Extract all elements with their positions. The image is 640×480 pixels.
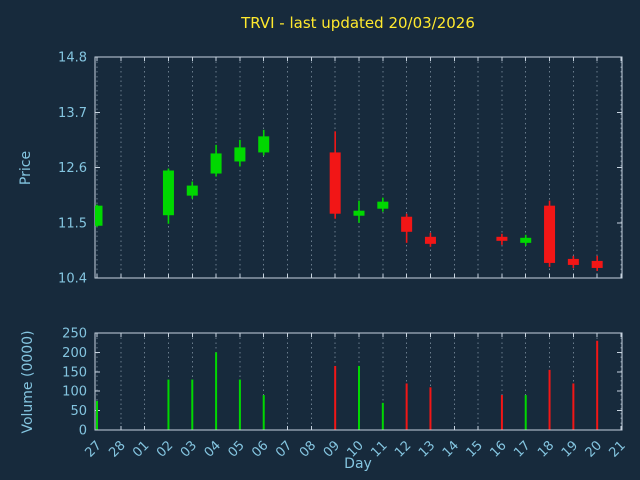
candle-body-09	[329, 152, 341, 214]
x-axis-label: Day	[344, 456, 372, 472]
candle-body-05	[234, 147, 246, 162]
candle-body-19	[567, 258, 579, 265]
day-tick-label: 09	[321, 438, 343, 460]
candle-body-17	[520, 237, 532, 243]
price-panel-border	[94, 56, 623, 279]
candle-body-10	[353, 210, 365, 216]
candle-body-11	[377, 201, 389, 209]
candle-body-13	[424, 236, 436, 244]
day-tick-label: 28	[106, 438, 128, 460]
day-tick-label: 20	[583, 438, 605, 460]
day-tick-label: 27	[83, 438, 105, 460]
volume-tick-label: 100	[62, 385, 87, 400]
day-tick-label: 15	[464, 438, 486, 460]
candle-body-12	[401, 216, 413, 232]
day-tick-label: 08	[297, 438, 319, 460]
price-tick-label: 11.5	[58, 216, 87, 231]
candle-body-06	[258, 136, 270, 153]
candle-body-04	[210, 153, 222, 174]
candles-layer	[95, 129, 603, 271]
price-tick-label: 13.7	[58, 106, 87, 121]
day-tick-label: 03	[178, 438, 200, 460]
volume-panel-border	[94, 332, 623, 431]
candle-body-20	[591, 260, 603, 268]
day-tick-label: 02	[154, 438, 176, 460]
day-tick-label: 01	[130, 438, 152, 460]
volume-tick-label: 200	[62, 346, 87, 361]
day-tick-label: 13	[416, 438, 438, 460]
volume-tick-label: 50	[70, 404, 87, 419]
day-tick-label: 06	[249, 438, 271, 460]
volume-tick-label: 250	[62, 327, 87, 342]
day-tick-label: 16	[487, 438, 509, 460]
volume-tick-label: 150	[62, 365, 87, 380]
price-axis-label: Price	[18, 151, 34, 185]
price-tick-label: 14.8	[58, 51, 87, 66]
candle-body-03	[186, 185, 198, 196]
chart-title: TRVI - last updated 20/03/2026	[240, 14, 475, 32]
day-tick-label: 19	[559, 438, 581, 460]
day-tick-label: 14	[440, 438, 462, 460]
price-tick-label: 10.4	[58, 272, 87, 287]
volume-layer	[96, 340, 599, 430]
day-tick-label: 05	[225, 438, 247, 460]
day-tick-label: 21	[607, 438, 629, 460]
price-tick-label: 12.6	[58, 161, 87, 176]
day-tick-label: 12	[392, 438, 414, 460]
candle-body-02	[162, 170, 174, 216]
day-tick-label: 18	[535, 438, 557, 460]
volume-tick-label: 0	[79, 424, 87, 439]
day-tick-label: 07	[273, 438, 295, 460]
day-tick-label: 17	[511, 438, 533, 460]
candle-body-16	[496, 236, 508, 241]
candle-body-27	[95, 205, 103, 226]
volume-axis-label: Volume (0000)	[20, 330, 36, 433]
candle-body-18	[544, 205, 556, 263]
day-tick-label: 04	[202, 438, 224, 460]
